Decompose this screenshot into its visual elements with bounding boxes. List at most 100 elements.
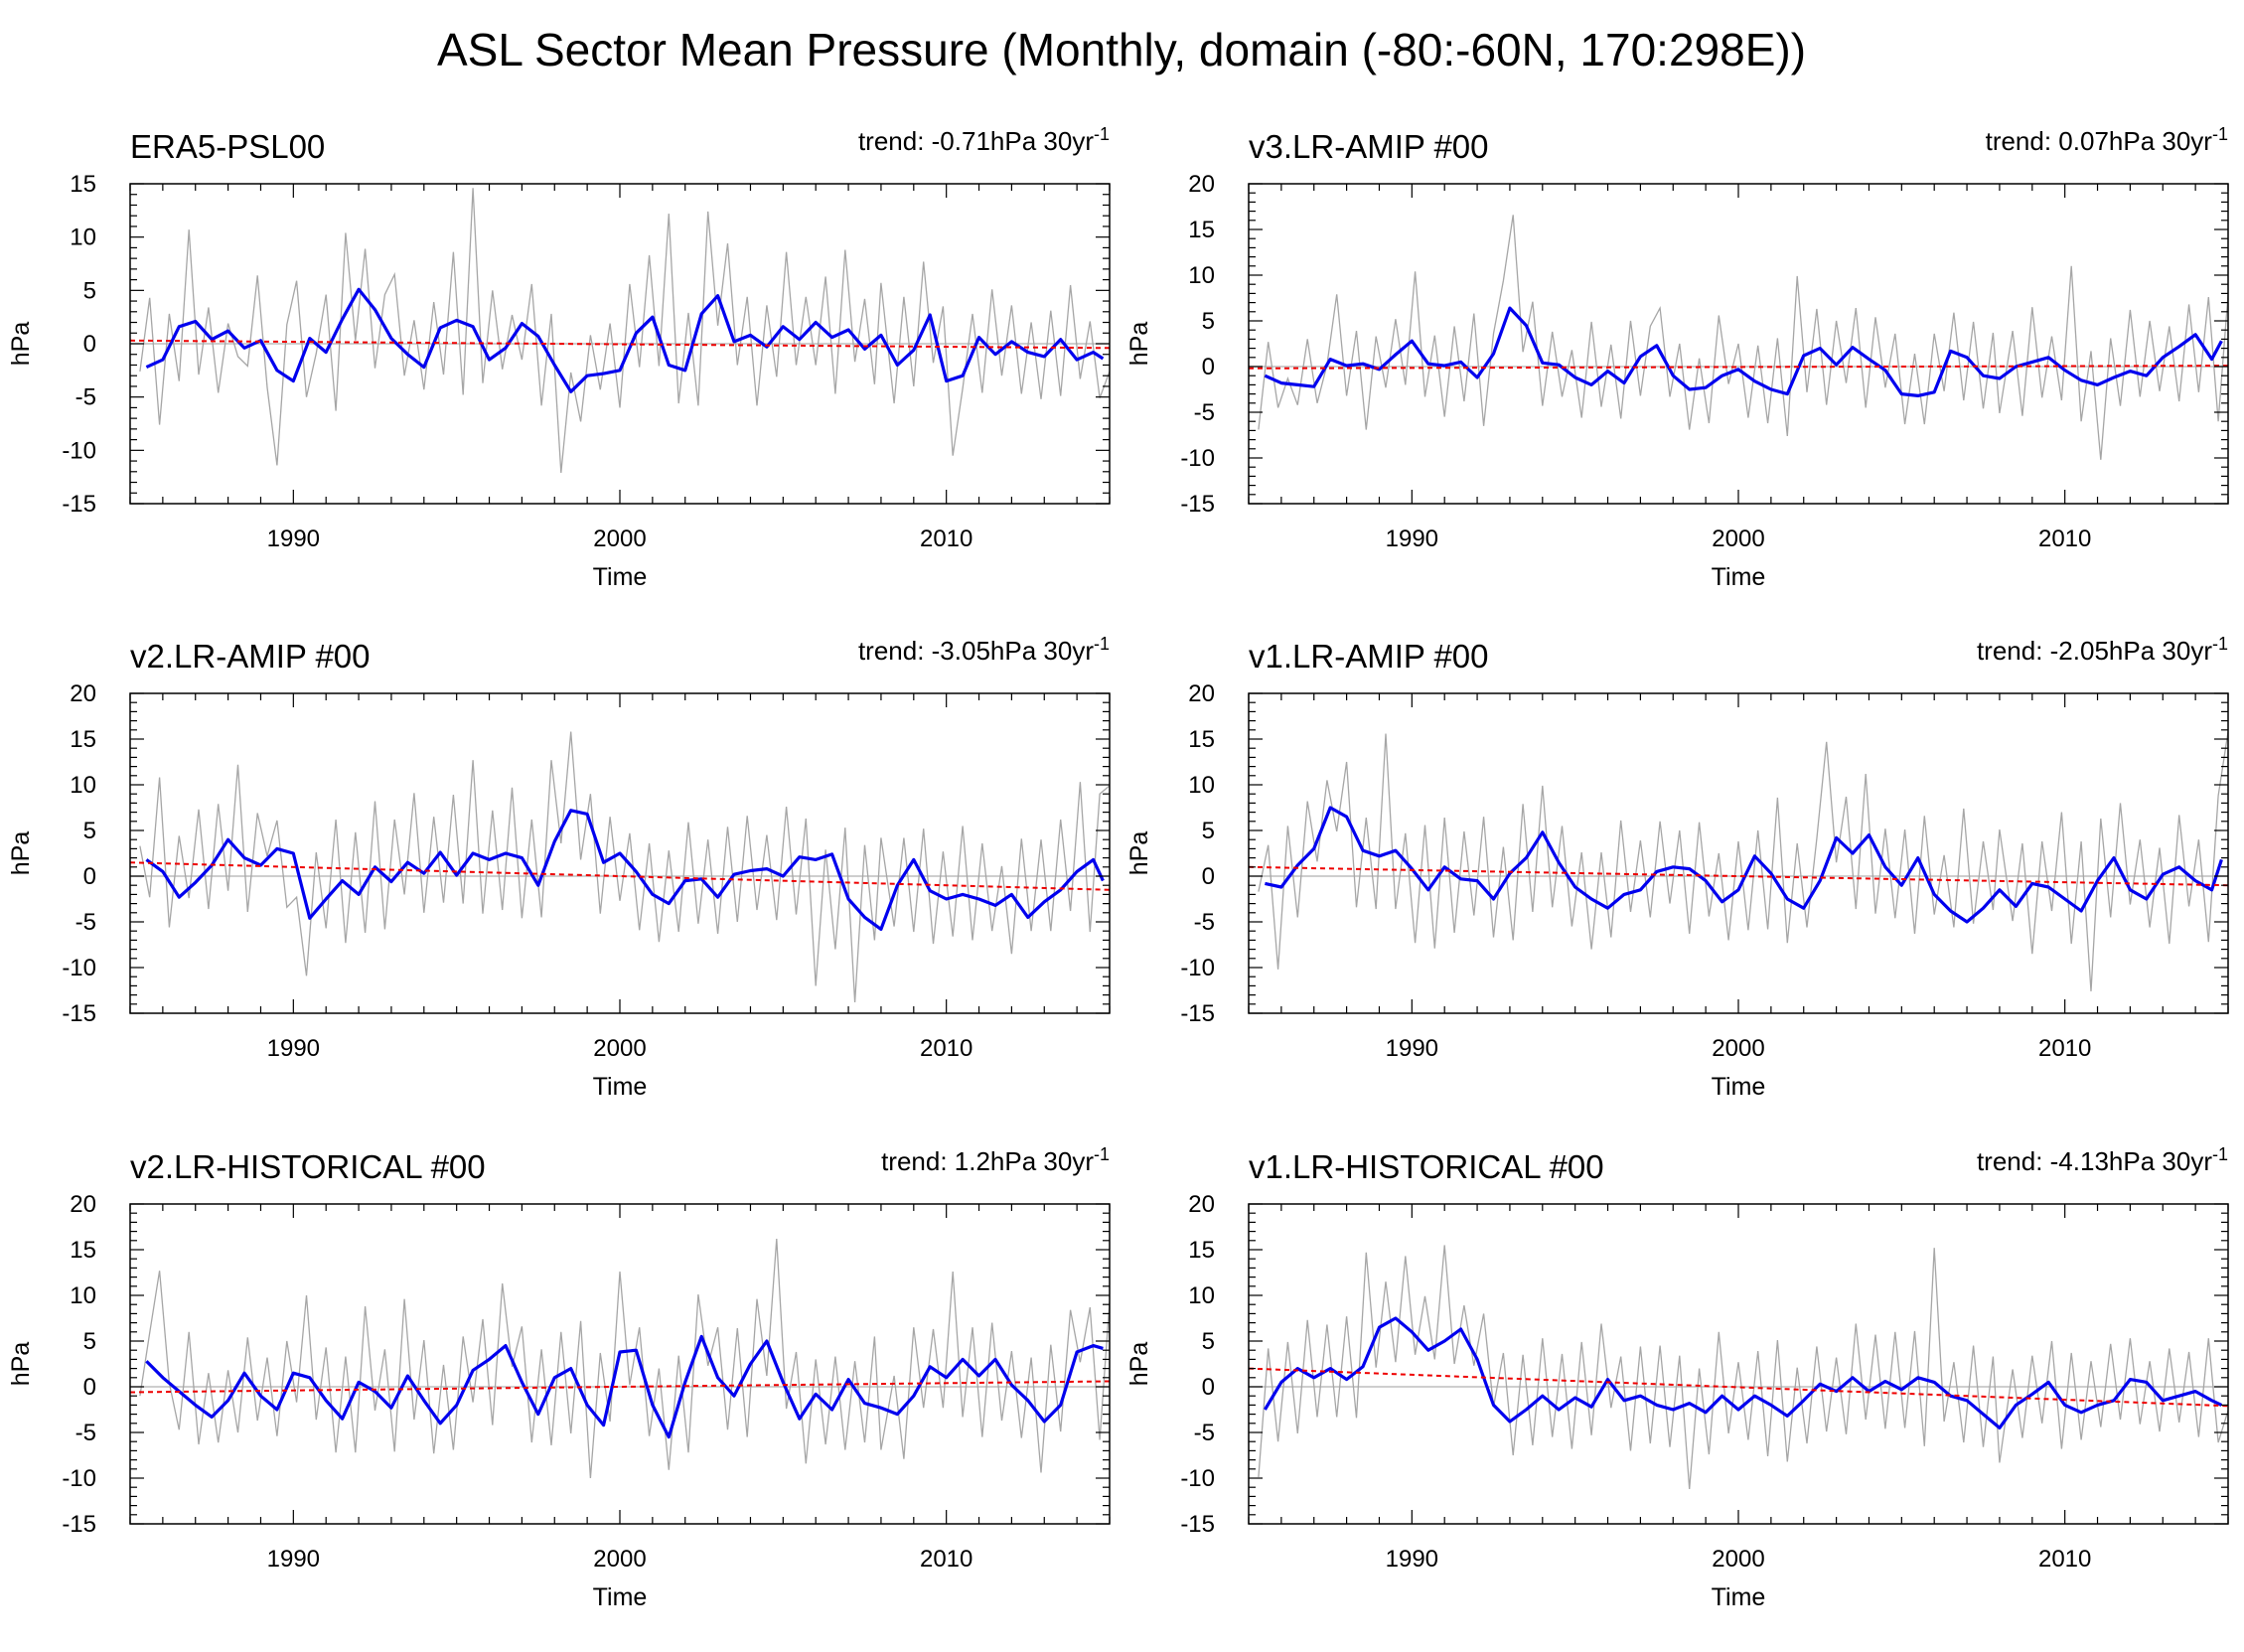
y-tick-label: 15 — [1188, 217, 1215, 243]
y-tick-label: 5 — [83, 1328, 96, 1355]
x-tick-label: 1990 — [267, 1546, 320, 1573]
y-tick-label: 5 — [1202, 818, 1215, 844]
trend-text: trend: -3.05hPa 30yr — [858, 636, 1094, 666]
x-axis-label: Time — [593, 1073, 648, 1101]
plot-frame — [129, 1203, 1111, 1525]
y-tick-label: -10 — [1180, 445, 1215, 472]
raw-series-line — [139, 188, 1110, 473]
y-tick-label: -15 — [1180, 1511, 1215, 1538]
trend-superscript: -1 — [2212, 124, 2228, 144]
chart-panel: v2.LR-HISTORICAL #00 trend: 1.2hPa 30yr-1… — [7, 1144, 1111, 1611]
trend-superscript: -1 — [1094, 634, 1110, 654]
y-tick-label: 5 — [83, 818, 96, 844]
y-axis-label: hPa — [1125, 1342, 1153, 1387]
trend-line — [1249, 365, 2228, 370]
plot-area — [130, 731, 1110, 1003]
y-tick-label: 10 — [70, 772, 96, 799]
trend-label: trend: -3.05hPa 30yr-1 — [858, 634, 1110, 666]
x-axis-label: Time — [1712, 563, 1766, 591]
raw-series-line — [139, 731, 1110, 1003]
trend-label: trend: 1.2hPa 30yr-1 — [881, 1144, 1110, 1176]
trend-superscript: -1 — [2212, 634, 2228, 654]
y-tick-label: -10 — [62, 1465, 96, 1492]
y-axis-label: hPa — [7, 831, 35, 876]
chart-panel: ERA5-PSL00 trend: -0.71hPa 30yr-1 1990 2000… — [7, 124, 1111, 591]
panel-title: v2.LR-HISTORICAL #00 — [130, 1148, 486, 1185]
raw-series-line — [1258, 1245, 2228, 1490]
trend-text: trend: -4.13hPa 30yr — [1977, 1146, 2212, 1176]
plot-area — [130, 1238, 1110, 1479]
y-tick-label: 0 — [83, 331, 96, 358]
x-tick-label: 2010 — [2038, 1546, 2091, 1573]
panel-title: ERA5-PSL00 — [130, 128, 325, 165]
x-tick-label: 2010 — [2038, 526, 2091, 552]
y-tick-label: 15 — [70, 726, 96, 753]
trend-label: trend: -4.13hPa 30yr-1 — [1977, 1144, 2228, 1176]
chart-panel: v1.LR-AMIP #00 trend: -2.05hPa 30yr-1 1990… — [1125, 634, 2229, 1101]
y-tick-label: 15 — [70, 1237, 96, 1264]
trend-text: trend: 1.2hPa 30yr — [881, 1146, 1094, 1176]
trend-line — [130, 339, 1110, 350]
y-tick-label: 10 — [70, 1282, 96, 1309]
smoothed-series-line — [145, 809, 1105, 932]
y-tick-label: -5 — [75, 909, 96, 936]
x-tick-label: 2000 — [1712, 1546, 1764, 1573]
x-tick-label: 2010 — [920, 526, 972, 552]
x-tick-label: 1990 — [1386, 526, 1438, 552]
y-tick-label: -10 — [1180, 955, 1215, 981]
x-tick-label: 2010 — [920, 1546, 972, 1573]
y-tick-label: 10 — [1188, 772, 1215, 799]
y-tick-label: 5 — [1202, 1328, 1215, 1355]
y-tick-label: -15 — [1180, 1000, 1215, 1027]
trend-text: trend: -2.05hPa 30yr — [1977, 636, 2212, 666]
panel-title: v2.LR-AMIP #00 — [130, 638, 371, 675]
y-tick-label: -5 — [75, 384, 96, 411]
plot-frame — [1248, 692, 2229, 1014]
figure-title: ASL Sector Mean Pressure (Monthly, domai… — [437, 24, 1806, 75]
x-tick-label: 2000 — [1712, 526, 1764, 552]
plot-area — [1249, 731, 2228, 991]
trend-superscript: -1 — [2212, 1144, 2228, 1164]
x-axis-label: Time — [1712, 1073, 1766, 1101]
chart-panel: v3.LR-AMIP #00 trend: 0.07hPa 30yr-1 1990 2… — [1125, 124, 2229, 591]
y-tick-label: 10 — [1188, 1282, 1215, 1309]
y-tick-label: -10 — [62, 437, 96, 464]
x-tick-label: 2000 — [593, 1546, 646, 1573]
x-axis-label: Time — [593, 563, 648, 591]
trend-text: trend: 0.07hPa 30yr — [1986, 126, 2213, 156]
y-tick-label: 20 — [70, 680, 96, 707]
y-tick-label: 20 — [1188, 1191, 1215, 1218]
smoothed-series-line — [145, 287, 1105, 393]
y-tick-label: 20 — [70, 1191, 96, 1218]
raw-series-line — [1258, 215, 2228, 460]
y-tick-label: 0 — [1202, 1374, 1215, 1401]
smoothed-series-line — [1264, 1316, 2223, 1430]
chart-panel: v1.LR-HISTORICAL #00 trend: -4.13hPa 30yr… — [1125, 1144, 2229, 1611]
chart-panel: v2.LR-AMIP #00 trend: -3.05hPa 30yr-1 1990… — [7, 634, 1111, 1101]
x-axis-label: Time — [593, 1583, 648, 1611]
y-tick-label: -5 — [1194, 399, 1215, 426]
y-tick-label: -15 — [62, 1511, 96, 1538]
y-tick-label: -15 — [1180, 491, 1215, 518]
trend-superscript: -1 — [1094, 124, 1110, 144]
y-axis-label: hPa — [7, 322, 35, 367]
smoothed-series-line — [1265, 806, 2223, 924]
raw-series-line — [139, 1238, 1110, 1479]
trend-line — [130, 1380, 1110, 1394]
trend-superscript: -1 — [1094, 1144, 1110, 1164]
x-tick-label: 2010 — [2038, 1035, 2091, 1062]
y-tick-label: 15 — [70, 171, 96, 198]
trend-line — [1249, 865, 2228, 887]
y-tick-label: -15 — [62, 1000, 96, 1027]
trend-label: trend: -2.05hPa 30yr-1 — [1977, 634, 2228, 666]
y-axis-label: hPa — [7, 1342, 35, 1387]
y-tick-label: 0 — [1202, 354, 1215, 380]
y-tick-label: 0 — [83, 863, 96, 890]
y-tick-label: 20 — [1188, 171, 1215, 198]
plot-area — [130, 188, 1110, 473]
trend-text: trend: -0.71hPa 30yr — [858, 126, 1094, 156]
x-tick-label: 2010 — [920, 1035, 972, 1062]
y-tick-label: 10 — [70, 225, 96, 251]
y-tick-label: -5 — [1194, 1420, 1215, 1446]
